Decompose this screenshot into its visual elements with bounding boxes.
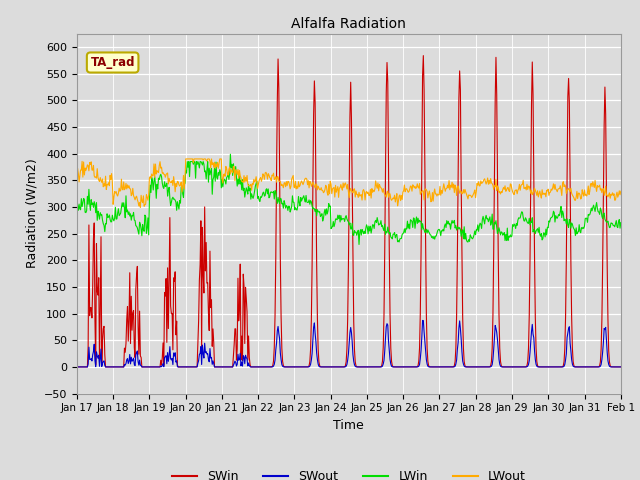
LWin <box>417 219 424 225</box>
LWout <box>182 156 189 162</box>
LWout <box>196 156 204 162</box>
LWout <box>83 165 90 171</box>
Line: LWout: LWout <box>77 159 621 207</box>
LWin <box>223 175 230 180</box>
Line: LWin: LWin <box>77 154 621 244</box>
LWin <box>139 222 147 228</box>
LWin <box>194 159 202 165</box>
Text: TA_rad: TA_rad <box>90 56 135 69</box>
SWout <box>139 364 147 370</box>
LWin <box>433 233 440 239</box>
LWout <box>617 188 625 194</box>
SWin <box>194 340 202 346</box>
SWin <box>419 53 427 59</box>
LWout <box>136 204 144 210</box>
Y-axis label: Radiation (W/m2): Radiation (W/m2) <box>25 159 38 268</box>
SWout <box>73 364 81 370</box>
LWout <box>224 172 232 178</box>
LWout <box>140 193 147 199</box>
Legend: SWin, SWout, LWin, LWout: SWin, SWout, LWin, LWout <box>167 465 531 480</box>
SWin <box>223 364 230 370</box>
SWout <box>431 364 439 370</box>
LWout <box>73 176 81 182</box>
SWout <box>415 363 422 369</box>
Line: SWout: SWout <box>77 321 621 367</box>
Title: Alfalfa Radiation: Alfalfa Radiation <box>291 17 406 31</box>
SWin <box>617 364 625 370</box>
LWin <box>73 212 81 218</box>
SWout <box>617 364 625 370</box>
SWout <box>83 364 90 370</box>
LWin <box>227 151 234 157</box>
LWout <box>417 192 424 197</box>
SWout <box>194 360 202 366</box>
SWin <box>139 364 147 370</box>
SWin <box>73 364 81 370</box>
SWout <box>419 318 426 324</box>
LWin <box>617 220 625 226</box>
SWin <box>415 358 422 364</box>
LWout <box>433 191 440 197</box>
X-axis label: Time: Time <box>333 419 364 432</box>
SWout <box>223 364 230 370</box>
LWin <box>83 208 90 214</box>
SWin <box>431 364 439 370</box>
Line: SWin: SWin <box>77 56 621 367</box>
LWin <box>355 241 363 247</box>
SWin <box>83 364 90 370</box>
